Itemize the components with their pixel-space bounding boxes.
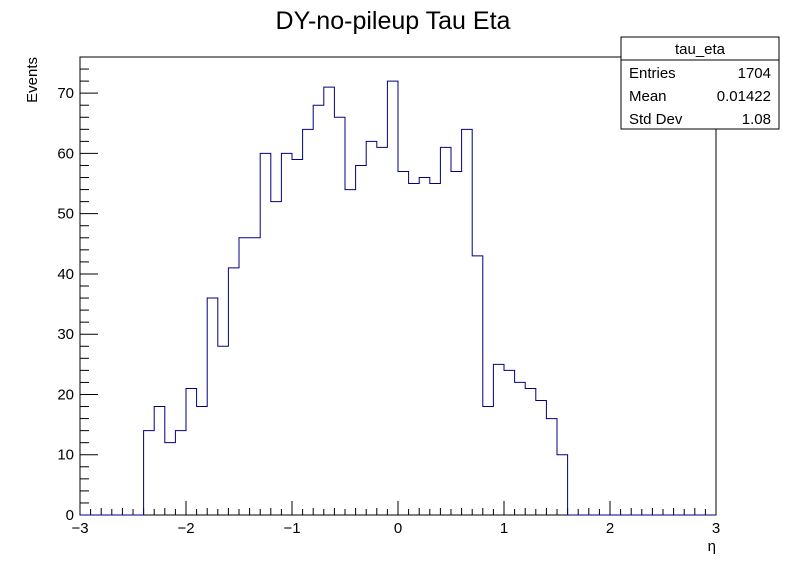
stats-stddev-value: 1.08 (742, 111, 771, 128)
histogram-bin (493, 364, 504, 515)
histogram-bin (313, 105, 324, 515)
y-tick-label: 70 (57, 85, 74, 102)
histogram-bin (515, 382, 526, 515)
x-tick-label: 0 (394, 520, 402, 537)
histogram-bin (345, 190, 356, 515)
histogram-bin (430, 184, 441, 515)
histogram-bin (483, 407, 494, 515)
histogram-bin (377, 147, 388, 515)
stats-mean-value: 0.01422 (717, 88, 771, 105)
histogram-bin (451, 172, 462, 516)
y-tick-label: 60 (57, 145, 74, 162)
y-tick-label: 50 (57, 206, 74, 223)
y-axis: 0 10 20 30 40 50 60 70 (57, 56, 98, 524)
x-axis: −3 −2 −1 0 1 2 3 (71, 501, 720, 537)
y-tick-label: 0 (66, 507, 74, 524)
histogram-bin (228, 268, 239, 515)
x-tick-label: 1 (500, 520, 508, 537)
chart-title: DY-no-pileup Tau Eta (276, 7, 511, 35)
stats-box-frame (620, 36, 780, 130)
y-tick-label: 10 (57, 447, 74, 464)
histogram-bin (462, 129, 473, 515)
histogram-bin (387, 81, 398, 515)
histogram-bin (207, 298, 218, 515)
histogram-bin (271, 202, 282, 515)
histogram-bin (409, 184, 420, 515)
histogram-bin (218, 346, 229, 515)
histogram-bin (504, 370, 515, 515)
y-tick-label: 40 (57, 266, 74, 283)
x-axis-label: η (708, 538, 716, 555)
histogram-bin (250, 238, 261, 515)
y-tick-label: 20 (57, 386, 74, 403)
histogram-bin (186, 388, 197, 515)
histogram-bin (154, 407, 165, 515)
histogram-bin (398, 172, 409, 516)
x-tick-label: −1 (283, 520, 300, 537)
x-tick-label: 3 (712, 520, 720, 537)
histogram-bin (165, 443, 176, 515)
histogram-bin (546, 419, 557, 515)
histogram-bin (440, 147, 451, 515)
y-tick-label: 30 (57, 326, 74, 343)
x-tick-label: −2 (177, 520, 194, 537)
histogram-bin (292, 159, 303, 515)
x-tick-label: −3 (71, 520, 88, 537)
histogram-bin (260, 153, 271, 515)
stats-mean-label: Mean (629, 88, 667, 105)
histogram-bin (366, 141, 377, 515)
histogram-bin (197, 407, 208, 515)
stats-stddev-label: Std Dev (629, 111, 683, 128)
histogram-bin (324, 87, 335, 515)
histogram-bin (536, 401, 547, 516)
histogram-outline (80, 80, 716, 516)
histogram-bin (334, 117, 345, 515)
histogram-bin (144, 431, 155, 515)
histogram-bin (281, 153, 292, 515)
histogram-bin (303, 129, 314, 515)
stats-entries-value: 1704 (738, 65, 771, 82)
stats-entries-label: Entries (629, 65, 676, 82)
histogram-bin (472, 256, 483, 515)
y-axis-label: Events (24, 57, 41, 103)
histogram-bin (419, 178, 430, 515)
stats-box: tau_eta Entries 1704 Mean 0.01422 Std De… (620, 36, 780, 130)
histogram-bin (175, 431, 186, 515)
x-tick-label: 2 (606, 520, 614, 537)
stats-name: tau_eta (675, 41, 726, 58)
histogram-bin (239, 238, 250, 515)
histogram-bin (525, 388, 536, 515)
histogram-bin (356, 165, 367, 515)
histogram-bin (557, 455, 568, 515)
